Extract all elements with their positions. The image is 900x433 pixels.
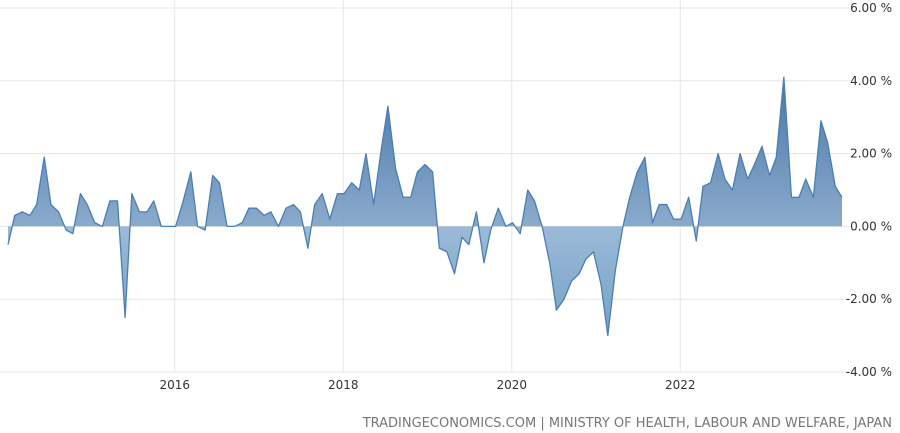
y-tick-label: -2.00 % [846,292,892,306]
x-tick-label: 2020 [496,378,527,392]
x-tick-label: 2016 [160,378,191,392]
y-axis-tick-labels: 6.00 % 4.00 % 2.00 % 0.00 % -2.00 % -4.00 % [846,1,892,379]
x-tick-label: 2022 [665,378,696,392]
positive-area [12,77,842,227]
source-attribution: TRADINGECONOMICS.COM | MINISTRY OF HEALT… [362,416,892,431]
area-fills [8,77,842,336]
x-axis-tick-labels: 2016 2018 2020 2022 [160,378,696,392]
x-tick-label: 2018 [328,378,359,392]
y-tick-label: 2.00 % [850,147,892,161]
y-tick-label: 4.00 % [850,74,892,88]
y-tick-label: -4.00 % [846,365,892,379]
series-line [7,76,843,337]
y-tick-label: 0.00 % [850,219,892,233]
y-tick-label: 6.00 % [850,1,892,15]
